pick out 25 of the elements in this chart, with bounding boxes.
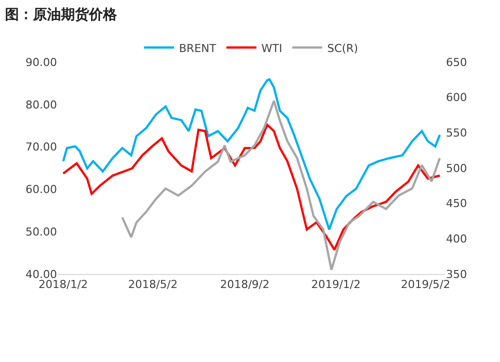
legend-label: BRENT	[179, 42, 216, 55]
chart-title: 图：原油期货价格	[5, 6, 118, 23]
x-tick-label: 2019/1/2	[311, 278, 361, 292]
y2-tick-label: 600	[446, 91, 467, 104]
x-tick-label: 2019/5/2	[400, 278, 450, 292]
legend-label: WTI	[261, 42, 282, 55]
y-tick-label: 50.00	[26, 225, 57, 238]
y-tick-label: 70.00	[26, 140, 57, 154]
x-tick-label: 2018/9/2	[220, 278, 270, 292]
y-tick-label: 80.00	[26, 98, 57, 112]
y-tick-label: 40.00	[26, 268, 57, 281]
line-series	[62, 78, 441, 231]
x-tick-label: 2018/1/2	[38, 278, 88, 292]
y2-tick-label: 450	[446, 197, 467, 210]
line-series	[62, 124, 441, 251]
y2-tick-label: 500	[446, 162, 467, 175]
y-tick-label: 90.00	[26, 56, 57, 69]
y2-tick-label: 400	[446, 232, 467, 246]
y2-tick-label: 550	[446, 126, 467, 140]
y2-tick-label: 650	[446, 56, 467, 69]
line-series	[121, 100, 441, 271]
x-tick-label: 2018/5/2	[128, 278, 178, 292]
y-tick-label: 60.00	[26, 183, 57, 196]
y2-tick-label: 350	[446, 268, 467, 281]
legend-label: SC(R)	[327, 42, 358, 55]
